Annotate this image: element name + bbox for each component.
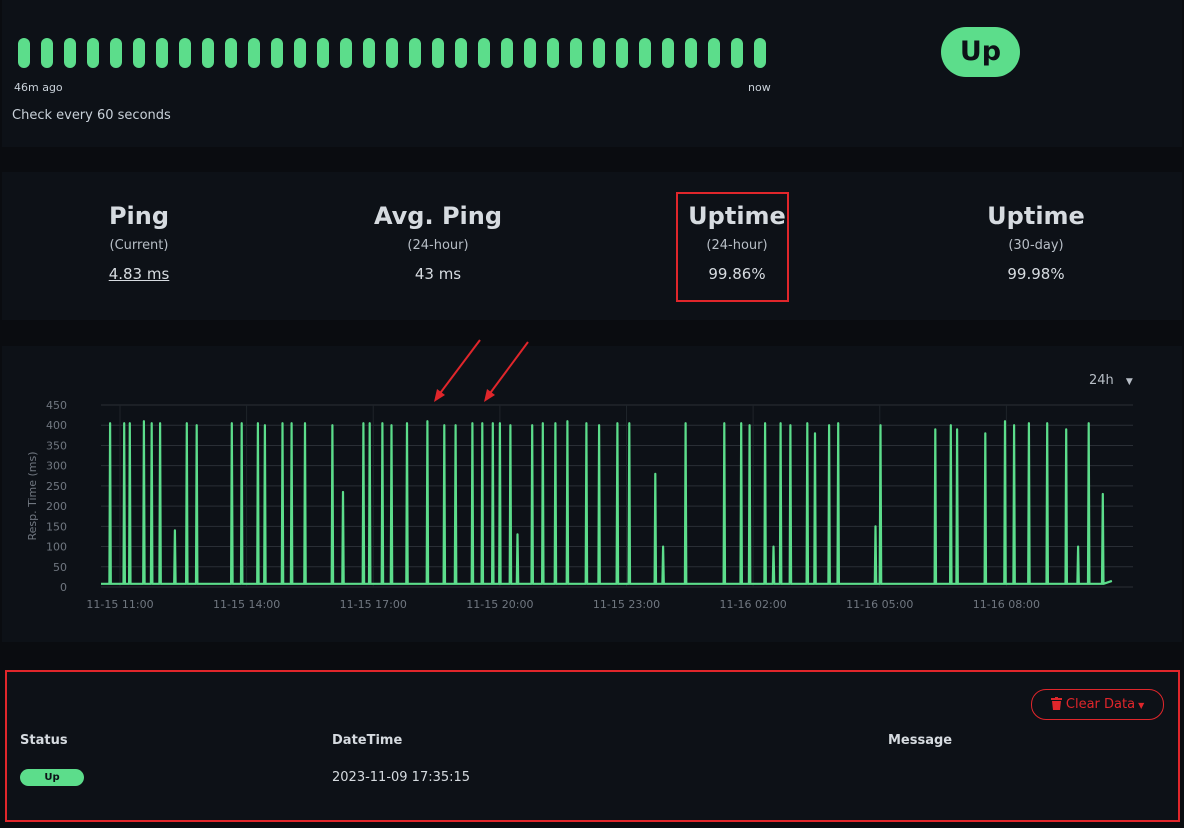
annotation-arrows	[434, 339, 529, 402]
highlight-box	[676, 192, 789, 302]
heartbeat	[432, 38, 444, 68]
heartbeat	[685, 38, 697, 68]
stat-value[interactable]: 4.83 ms	[108, 265, 170, 283]
stat-title: Ping	[108, 202, 170, 230]
heartbeat	[64, 38, 76, 68]
heartbeat	[409, 38, 421, 68]
y-tick-label: 50	[53, 561, 67, 574]
stat-title: Uptime	[688, 202, 786, 230]
stat-subtitle: (Current)	[109, 238, 169, 253]
heartbeat	[225, 38, 237, 68]
stat-value: 99.86%	[708, 265, 766, 283]
y-tick-label: 450	[46, 399, 67, 412]
heartbeat	[18, 38, 30, 68]
stat: Ping (Current) 4.83 ms	[0, 172, 289, 283]
response-line	[101, 420, 1113, 585]
y-tick-label: 100	[46, 541, 67, 554]
x-tick-label: 11-15 11:00	[86, 598, 153, 611]
stat-subtitle: (24-hour)	[407, 238, 469, 253]
stat-subtitle: (30-day)	[1008, 238, 1064, 253]
stat-subtitle: (24-hour)	[706, 238, 768, 253]
y-tick-label: 300	[46, 460, 67, 473]
heartbeat	[547, 38, 559, 68]
header-datetime: DateTime	[332, 733, 403, 748]
x-tick-label: 11-15 17:00	[340, 598, 407, 611]
heartbeat	[708, 38, 720, 68]
heartbeat	[593, 38, 605, 68]
x-tick-label: 11-15 23:00	[593, 598, 660, 611]
header-message: Message	[888, 733, 953, 748]
chart: Resp. Time (ms) 0 50 100 150 200 250 300 350 400…	[26, 339, 1133, 611]
heartbeat-bar	[18, 38, 766, 68]
header-status: Status	[20, 733, 68, 748]
status-badge: Up	[941, 27, 1020, 77]
x-tick-label: 11-16 02:00	[720, 598, 787, 611]
heartbeat	[662, 38, 674, 68]
heartbeat	[616, 38, 628, 68]
heartbeat	[524, 38, 536, 68]
stats-panel: Ping (Current) 4.83 ms Avg. Ping (24-hour) 43…	[2, 172, 1182, 320]
heartbeat	[133, 38, 145, 68]
heartbeat	[340, 38, 352, 68]
y-tick-label: 400	[46, 419, 67, 432]
heartbeat	[570, 38, 582, 68]
events-panel: Clear Data ▼ Status DateTime Message Up 2…	[5, 670, 1180, 822]
stat: Uptime (30-day) 99.98%	[886, 172, 1184, 283]
x-tick-label: 11-15 20:00	[466, 598, 533, 611]
stat-value: 43 ms	[414, 265, 462, 283]
x-tick-label: 11-15 14:00	[213, 598, 280, 611]
heartbeat	[248, 38, 260, 68]
y-tick-label: 200	[46, 500, 67, 513]
x-tick-label: 11-16 05:00	[846, 598, 913, 611]
stat: Uptime (24-hour) 99.86%	[587, 172, 887, 283]
stat-title: Uptime	[987, 202, 1085, 230]
y-tick-label: 0	[60, 581, 67, 594]
stat-title: Avg. Ping	[373, 202, 503, 230]
heartbeat	[501, 38, 513, 68]
heartbeat	[271, 38, 283, 68]
stat: Avg. Ping (24-hour) 43 ms	[288, 172, 588, 283]
row-status-badge: Up	[20, 769, 84, 786]
end-label: now	[748, 81, 771, 94]
x-tick-label: 11-16 08:00	[973, 598, 1040, 611]
y-tick-label: 250	[46, 480, 67, 493]
y-tick-label: 350	[46, 439, 67, 452]
y-axis-label: Resp. Time (ms)	[26, 451, 39, 540]
heartbeat	[110, 38, 122, 68]
row-datetime: 2023-11-09 17:35:15	[332, 770, 471, 785]
heartbeat	[363, 38, 375, 68]
heartbeat	[731, 38, 743, 68]
heartbeat	[87, 38, 99, 68]
heartbeat	[639, 38, 651, 68]
stat-value: 99.98%	[1007, 265, 1065, 283]
heartbeat	[156, 38, 168, 68]
heartbeat	[386, 38, 398, 68]
check-interval: Check every 60 seconds	[12, 108, 171, 123]
clear-data-button[interactable]: Clear Data ▼	[1031, 689, 1164, 720]
heartbeat	[41, 38, 53, 68]
y-tick-label: 150	[46, 520, 67, 533]
heartbeat-panel: 46m ago now Check every 60 seconds Up	[2, 0, 1182, 147]
clear-data-label[interactable]: Clear Data	[1065, 697, 1136, 712]
trash-icon	[1050, 697, 1062, 710]
heartbeat	[317, 38, 329, 68]
heartbeat	[754, 38, 766, 68]
range-select[interactable]: 24h ▼	[1089, 373, 1133, 388]
range-label[interactable]: 24h	[1089, 373, 1114, 388]
start-label: 46m ago	[14, 81, 63, 94]
heartbeat	[202, 38, 214, 68]
heartbeat	[478, 38, 490, 68]
heartbeat	[179, 38, 191, 68]
heartbeat	[294, 38, 306, 68]
heartbeat	[455, 38, 467, 68]
